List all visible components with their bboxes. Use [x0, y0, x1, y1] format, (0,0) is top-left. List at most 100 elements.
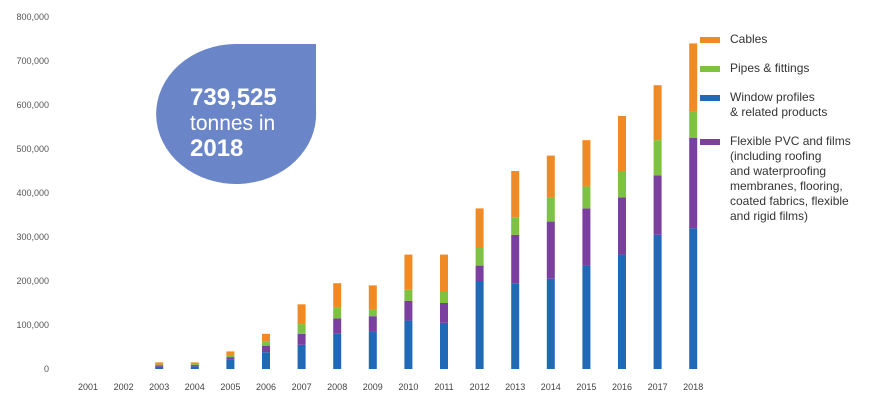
y-tick-label: 700,000	[16, 56, 49, 66]
y-tick-label: 800,000	[16, 12, 49, 22]
x-tick-label: 2009	[363, 382, 383, 392]
bar-segment	[297, 333, 306, 345]
bar-segment	[618, 171, 626, 198]
x-tick-label: 2006	[256, 382, 276, 392]
bar-segment	[511, 217, 520, 235]
bar-segment	[190, 366, 199, 369]
bar-segment	[475, 281, 484, 369]
y-tick-label: 0	[44, 364, 49, 374]
bar-segment	[653, 85, 662, 141]
bar-segment	[190, 364, 199, 366]
x-tick-label: 2008	[327, 382, 347, 392]
bar-segment	[546, 155, 555, 198]
legend-item-window-profiles: Window profiles & related products	[700, 90, 865, 120]
bar-segment	[618, 197, 626, 255]
legend-swatch-window-profiles	[700, 95, 720, 101]
x-tick-label: 2005	[220, 382, 240, 392]
bar-segment	[368, 309, 377, 317]
legend-item-cables: Cables	[700, 32, 865, 47]
bar-segment	[226, 357, 235, 360]
x-tick-label: 2001	[78, 382, 98, 392]
callout-value: 739,525	[190, 84, 277, 111]
legend-label-pipes: Pipes & fittings	[730, 61, 810, 75]
x-tick-label: 2014	[541, 382, 561, 392]
bar-segment	[546, 278, 555, 369]
bar-segment	[582, 140, 591, 187]
x-tick-label: 2013	[505, 382, 525, 392]
total-callout: 739,525 tonnes in 2018	[156, 44, 317, 184]
y-tick-label: 300,000	[16, 232, 49, 242]
legend-swatch-pipes	[700, 66, 720, 72]
x-tick-label: 2004	[185, 382, 205, 392]
bar-segment	[653, 234, 662, 369]
bar-segment	[440, 292, 448, 303]
bar-segment	[333, 333, 342, 369]
bar-segment	[689, 43, 698, 112]
bar-segment	[155, 365, 164, 367]
y-tick-label: 500,000	[16, 144, 49, 154]
legend-item-flexible-pvc: Flexible PVC and films (including roofin…	[700, 134, 865, 224]
legend-swatch-cables	[700, 37, 720, 43]
callout-unit: tonnes in	[190, 112, 275, 135]
x-tick-label: 2017	[648, 382, 668, 392]
bar-segment	[440, 254, 448, 292]
bar-segment	[368, 316, 377, 332]
bar-segment	[582, 265, 591, 369]
x-tick-label: 2018	[683, 382, 703, 392]
y-axis: 0 100,000 200,000 300,000 400,000 500,000 600,…	[16, 12, 49, 374]
bar-segment	[190, 365, 199, 367]
bar-segment	[297, 324, 306, 334]
legend: Cables Pipes & fittings Window profiles …	[700, 32, 865, 238]
bar-segment	[404, 254, 413, 290]
y-tick-label: 600,000	[16, 100, 49, 110]
bar-segment	[404, 289, 413, 301]
bar-segment	[582, 186, 591, 209]
bar-segment	[689, 228, 698, 369]
bar-segment	[475, 248, 484, 266]
x-tick-label: 2015	[576, 382, 596, 392]
bar-segment	[262, 352, 270, 369]
bar-segment	[511, 283, 520, 369]
legend-label-window-profiles: Window profiles & related products	[730, 90, 828, 119]
bar-segment	[333, 283, 342, 308]
bar-segment	[368, 331, 377, 369]
bar-segment	[404, 320, 413, 369]
bar-segment	[582, 208, 591, 266]
bar-segment	[546, 221, 555, 279]
y-tick-label: 400,000	[16, 188, 49, 198]
x-tick-label: 2003	[149, 382, 169, 392]
x-tick-label: 2016	[612, 382, 632, 392]
y-tick-label: 200,000	[16, 276, 49, 286]
bar-segment	[226, 359, 235, 369]
bar-segment	[653, 175, 662, 235]
bar-segment	[511, 234, 520, 284]
bar-segment	[440, 303, 448, 323]
bar-series	[155, 43, 698, 369]
bar-segment	[226, 351, 235, 355]
x-tick-label: 2007	[292, 382, 312, 392]
legend-label-flexible-pvc: Flexible PVC and films (including roofin…	[730, 134, 851, 223]
bar-segment	[618, 254, 626, 369]
bar-segment	[475, 208, 484, 248]
bar-segment	[262, 333, 270, 342]
bar-segment	[653, 140, 662, 176]
x-tick-label: 2002	[114, 382, 134, 392]
bar-segment	[511, 171, 520, 218]
callout-drop-shape	[156, 44, 317, 184]
bar-segment	[155, 362, 164, 365]
bar-segment	[440, 322, 448, 369]
legend-label-cables: Cables	[730, 32, 768, 46]
x-tick-label: 2010	[398, 382, 418, 392]
bar-segment	[475, 265, 484, 281]
bar-segment	[404, 300, 413, 321]
bar-segment	[190, 362, 199, 365]
bar-segment	[546, 197, 555, 222]
x-tick-label: 2011	[434, 382, 453, 392]
bar-segment	[297, 344, 306, 369]
bar-segment	[333, 307, 342, 319]
bar-segment	[333, 318, 342, 334]
callout-year: 2018	[190, 135, 243, 162]
bar-segment	[297, 304, 306, 325]
legend-swatch-flexible-pvc	[700, 139, 720, 145]
bar-segment	[262, 345, 270, 353]
